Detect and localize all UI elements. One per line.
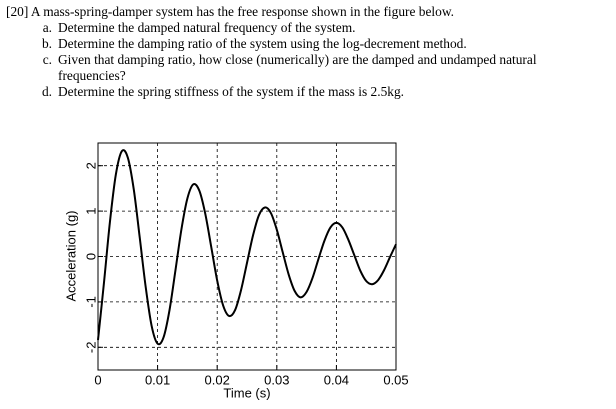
item-label: b. [41,36,52,51]
question-item: c. Given that damping ratio, how close (n… [6,52,606,84]
y-axis-title: Acceleration (g) [63,210,78,301]
question: [20] A mass-spring-damper system has the… [6,4,606,100]
x-tick-label: 0.02 [205,372,230,387]
question-item: d. Determine the spring stiffness of the … [6,84,606,100]
y-tick-label: 1 [83,207,98,214]
y-tick-label: -1 [83,296,98,308]
question-header: [20] A mass-spring-damper system has the… [6,4,454,19]
y-tick-label: -2 [83,342,98,354]
y-tick-label: 0 [83,253,98,260]
item-text: Given that damping ratio, how close (num… [58,52,537,83]
item-label: c. [42,52,52,67]
x-tick-label: 0.01 [145,372,170,387]
y-tick-label: 2 [83,162,98,169]
x-tick-label: 0.03 [264,372,289,387]
x-axis-title: Time (s) [223,385,270,400]
item-text: Determine the damped natural frequency o… [58,20,356,35]
x-tick-label: 0.05 [383,372,408,387]
question-item: a. Determine the damped natural frequency… [6,20,606,36]
x-tick-label: 0 [94,372,101,387]
plot-frame [97,142,397,371]
item-label: a. [42,20,52,35]
question-items: a. Determine the damped natural frequency… [6,20,606,100]
item-text: Determine the spring stiffness of the sy… [58,84,404,99]
item-label: d. [41,84,52,99]
item-text: Determine the damping ratio of the syste… [58,36,467,51]
question-item: b. Determine the damping ratio of the sys… [6,36,606,52]
x-tick-label: 0.04 [324,372,349,387]
response-line [97,149,397,346]
